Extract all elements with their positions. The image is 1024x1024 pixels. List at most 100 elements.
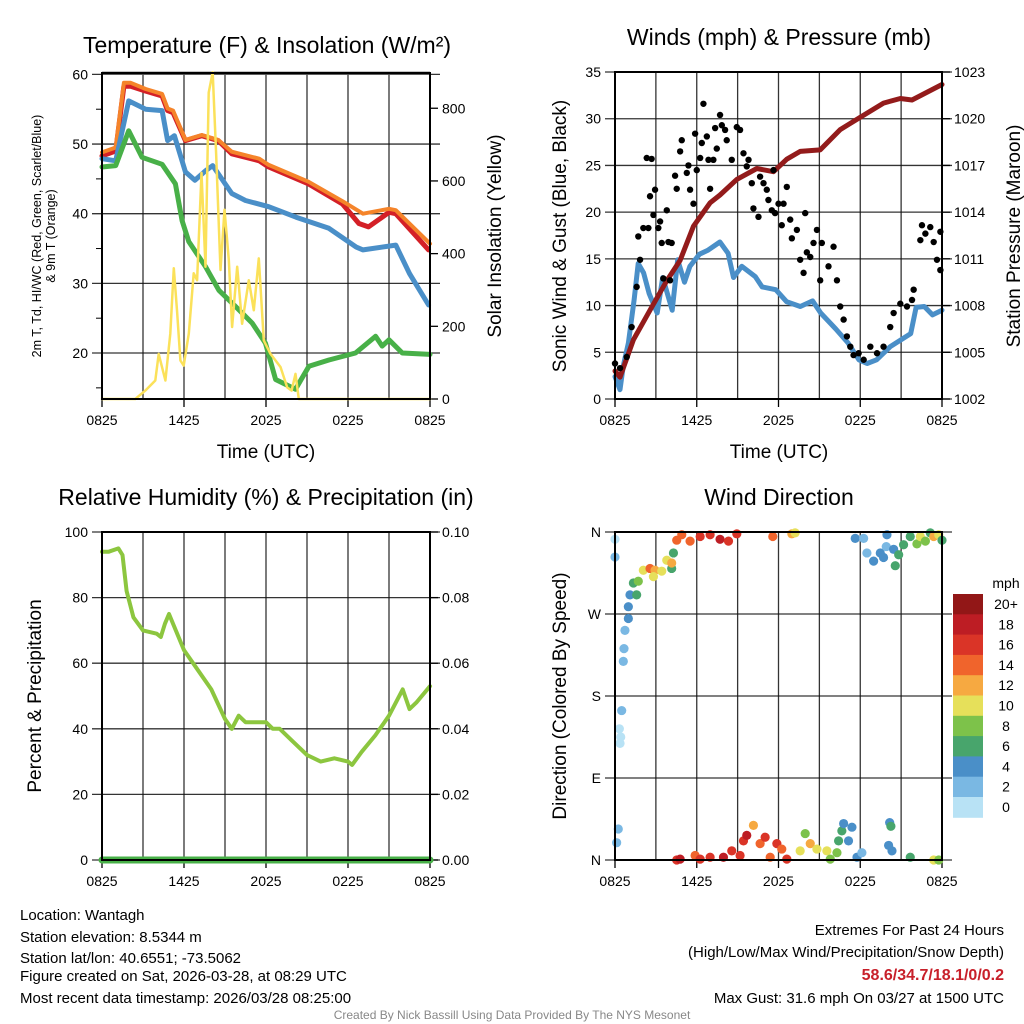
gust-point <box>917 236 924 244</box>
right-tick-label: 1020 <box>954 111 985 127</box>
gust-point <box>710 156 717 164</box>
legend-swatch <box>953 756 983 778</box>
gust-point <box>678 137 685 144</box>
direction-point <box>795 846 805 856</box>
direction-point <box>850 533 860 543</box>
right-tick-label: 0 <box>442 391 450 407</box>
gust-point <box>880 343 887 350</box>
extremes-values: 58.6/34.7/18.1/0/0.2 <box>862 967 1004 984</box>
gust-point <box>778 222 785 229</box>
x-tick-label: 0825 <box>599 873 630 889</box>
gust-point <box>643 154 650 162</box>
direction-point <box>886 821 896 831</box>
legend-swatch <box>953 654 983 676</box>
credit-text: Created By Nick Bassill Using Data Provi… <box>334 1008 691 1022</box>
gust-point <box>860 356 867 363</box>
max-gust-text: Max Gust: 31.6 mph On 03/27 at 1500 UTC <box>714 990 1004 1007</box>
direction-point <box>833 836 844 846</box>
right-tick-label: 1023 <box>954 64 985 80</box>
gust-point <box>833 277 841 284</box>
y-tick-label: 15 <box>585 251 601 267</box>
x-tick-label: 2025 <box>763 412 794 428</box>
right-tick-label: 1008 <box>954 298 985 314</box>
direction-point <box>615 738 625 748</box>
x-tick-label: 0825 <box>414 873 445 889</box>
right-tick-label: 0.04 <box>442 721 469 737</box>
gust-point <box>718 122 726 129</box>
direction-point <box>832 848 842 858</box>
heat-index-wind-chill-line <box>99 98 432 308</box>
legend-label: 20+ <box>994 596 1018 612</box>
legend-title: mph <box>992 575 1019 591</box>
legend-swatch <box>953 776 983 798</box>
direction-point <box>887 846 897 856</box>
y-tick-label: 20 <box>585 204 601 220</box>
wind-chart-title: Winds (mph) & Pressure (mb) <box>627 24 931 50</box>
direction-point <box>822 846 832 856</box>
gust-point <box>922 230 929 237</box>
gust-point <box>783 183 791 191</box>
gust-point <box>810 239 817 247</box>
temp-right-axis-title: Solar Insolation (Yellow) <box>485 134 506 337</box>
y-tick-label: N <box>591 852 601 868</box>
direction-point <box>667 558 677 568</box>
y-tick-label: N <box>591 524 601 540</box>
gust-point <box>748 179 755 187</box>
gust-point <box>703 133 711 140</box>
gust-point <box>650 211 657 219</box>
gust-point <box>756 173 764 180</box>
legend-swatch <box>953 695 983 717</box>
direction-point <box>657 566 667 576</box>
extremes-title: Extremes For Past 24 Hours <box>815 922 1004 939</box>
gust-point <box>628 323 635 331</box>
x-tick-label: 2025 <box>250 873 281 889</box>
direction-point <box>715 534 725 544</box>
gust-point <box>813 226 821 234</box>
direction-point <box>805 839 815 849</box>
direction-point <box>768 531 778 542</box>
gust-point <box>655 224 662 232</box>
gust-point <box>830 243 837 250</box>
direction-point <box>632 590 642 600</box>
direction-point <box>812 844 822 854</box>
x-tick-label: 1425 <box>681 412 712 428</box>
direction-point <box>695 531 705 542</box>
direction-point <box>760 832 770 842</box>
solar-insolation-line <box>100 71 432 401</box>
x-tick-label: 0825 <box>86 873 117 889</box>
direction-point <box>857 848 867 858</box>
right-tick-label: 0.06 <box>442 655 469 671</box>
y-tick-label: 0 <box>80 852 88 868</box>
gust-point <box>640 224 647 232</box>
gust-point <box>721 126 729 134</box>
y-tick-label: W <box>588 606 602 622</box>
x-tick-label: 0225 <box>332 412 363 428</box>
y-tick-label: 5 <box>593 344 601 360</box>
gust-point <box>723 137 730 144</box>
legend-swatch <box>953 736 983 757</box>
legend-label: 18 <box>998 616 1014 632</box>
direction-point <box>742 830 752 841</box>
gust-point <box>903 303 911 310</box>
gust-point <box>796 256 804 263</box>
gust-point <box>897 300 904 307</box>
gust-point <box>623 353 630 361</box>
right-tick-label: 1014 <box>954 204 985 220</box>
recent-data-text: Most recent data timestamp: 2026/03/28 0… <box>20 990 351 1007</box>
legend-label: 2 <box>1002 779 1010 795</box>
gust-point <box>816 277 824 284</box>
legend-label: 8 <box>1002 718 1010 734</box>
y-tick-label: 80 <box>72 590 88 606</box>
right-tick-label: 0.08 <box>442 590 469 606</box>
direction-point <box>920 536 930 546</box>
direction-point <box>732 529 742 539</box>
y-tick-label: 10 <box>585 298 601 314</box>
rh-chart: 0 20 40 60 80 100 0.00 0.02 0.04 0.06 0.08 0.10 0825… <box>65 524 470 889</box>
direction-point <box>617 705 627 716</box>
gust-point <box>616 364 624 372</box>
9m-temperature-line <box>100 80 432 246</box>
legend-swatch <box>953 797 983 818</box>
gust-point <box>696 154 704 162</box>
gust-point <box>750 205 757 212</box>
right-tick-label: 400 <box>442 246 466 262</box>
